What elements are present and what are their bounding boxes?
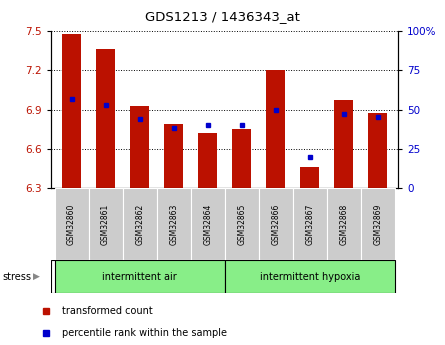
- Bar: [368, 114, 387, 188]
- Text: ▶: ▶: [32, 272, 39, 282]
- Bar: [123, 188, 157, 260]
- Bar: [361, 188, 395, 260]
- Bar: [164, 124, 183, 188]
- Text: GSM32860: GSM32860: [67, 204, 76, 245]
- Bar: [232, 129, 251, 188]
- Text: intermittent hypoxia: intermittent hypoxia: [259, 272, 360, 282]
- Bar: [267, 70, 285, 188]
- Bar: [62, 34, 81, 188]
- Bar: [198, 133, 217, 188]
- Bar: [96, 49, 115, 188]
- Text: GSM32868: GSM32868: [340, 204, 348, 245]
- Bar: [225, 188, 259, 260]
- Bar: [89, 188, 123, 260]
- Bar: [191, 188, 225, 260]
- Text: GSM32864: GSM32864: [203, 204, 212, 245]
- Text: stress: stress: [2, 272, 31, 282]
- Bar: [55, 260, 225, 293]
- Bar: [327, 188, 361, 260]
- Bar: [300, 167, 319, 188]
- Text: intermittent air: intermittent air: [102, 272, 177, 282]
- Bar: [157, 188, 191, 260]
- Text: transformed count: transformed count: [62, 306, 153, 316]
- Text: GSM32867: GSM32867: [305, 204, 314, 245]
- Bar: [55, 188, 89, 260]
- Bar: [259, 188, 293, 260]
- Text: GSM32863: GSM32863: [169, 204, 178, 245]
- Text: GSM32869: GSM32869: [373, 204, 382, 245]
- Text: GSM32862: GSM32862: [135, 204, 144, 245]
- Bar: [293, 188, 327, 260]
- Text: GDS1213 / 1436343_at: GDS1213 / 1436343_at: [145, 10, 300, 23]
- Text: GSM32861: GSM32861: [101, 204, 110, 245]
- Text: GSM32866: GSM32866: [271, 204, 280, 245]
- Bar: [335, 100, 353, 188]
- Bar: [130, 106, 149, 188]
- Text: percentile rank within the sample: percentile rank within the sample: [62, 328, 227, 338]
- Text: GSM32865: GSM32865: [237, 204, 246, 245]
- Bar: [225, 260, 395, 293]
